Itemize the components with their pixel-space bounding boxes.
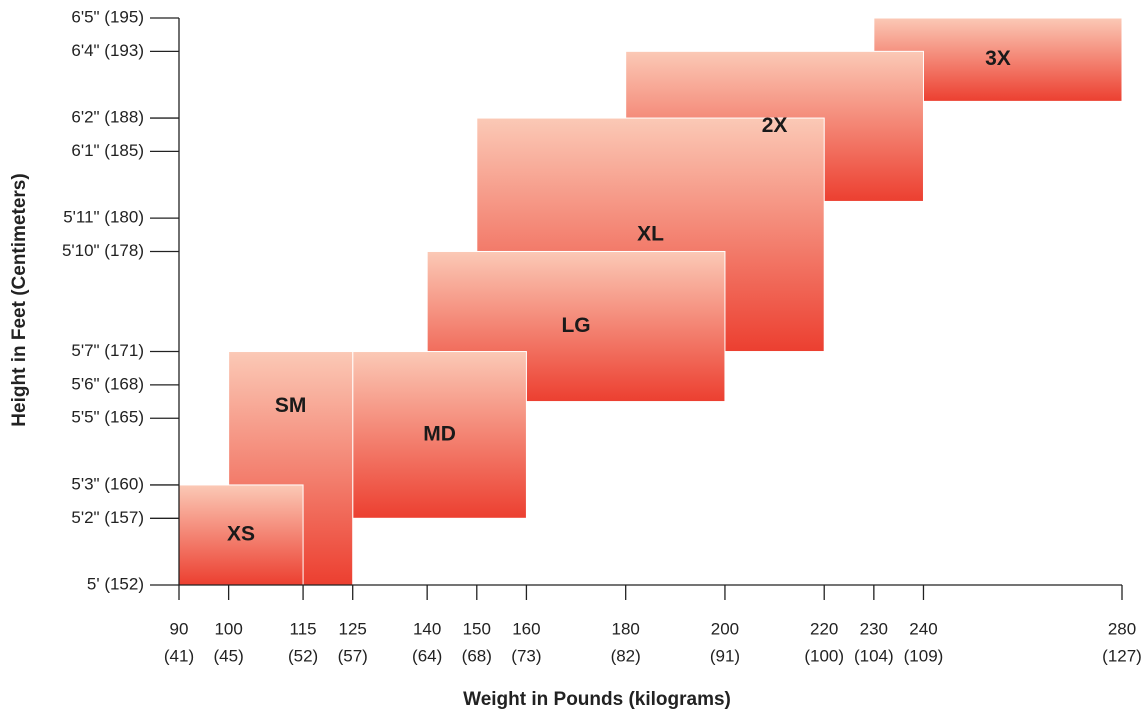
x-tick-kg-label: (104): [854, 646, 894, 665]
x-tick-kg-label: (100): [804, 646, 844, 665]
x-tick-label: 180: [611, 619, 639, 638]
x-tick-kg-label: (91): [710, 646, 740, 665]
size-label: XS: [227, 523, 255, 546]
y-axis-title: Height in Feet (Centimeters): [9, 173, 30, 426]
y-tick-label: 5'6" (168): [71, 374, 144, 393]
size-label: XL: [637, 222, 664, 245]
x-tick-label: 200: [711, 619, 739, 638]
size-label: 2X: [762, 114, 788, 137]
x-tick-label: 230: [860, 619, 888, 638]
y-tick-label: 5'11" (180): [63, 208, 144, 227]
size-label: SM: [275, 394, 307, 417]
x-tick-kg-label: (57): [338, 646, 368, 665]
y-tick-label: 6'1" (185): [71, 141, 144, 160]
x-tick-label: 150: [463, 619, 491, 638]
x-tick-label: 140: [413, 619, 441, 638]
size-label: MD: [423, 422, 456, 445]
x-tick-kg-label: (41): [164, 646, 194, 665]
y-tick-label: 5' (152): [87, 574, 144, 593]
x-tick-kg-label: (109): [904, 646, 944, 665]
x-tick-kg-label: (73): [511, 646, 541, 665]
x-tick-kg-label: (64): [412, 646, 442, 665]
x-tick-label: 220: [810, 619, 838, 638]
x-tick-kg-label: (45): [214, 646, 244, 665]
size-label: LG: [561, 314, 590, 337]
x-axis-title: Weight in Pounds (kilograms): [463, 689, 731, 710]
y-tick-label: 5'10" (178): [62, 241, 144, 260]
x-tick-kg-label: (127): [1102, 646, 1142, 665]
y-tick-label: 5'2" (157): [71, 508, 144, 527]
x-tick-label: 240: [909, 619, 937, 638]
y-tick-label: 6'2" (188): [71, 108, 144, 127]
x-tick-kg-label: (52): [288, 646, 318, 665]
x-tick-label: 280: [1108, 619, 1136, 638]
x-tick-label: 90: [170, 619, 189, 638]
y-tick-label: 5'3" (160): [71, 474, 144, 493]
x-tick-kg-label: (82): [611, 646, 641, 665]
y-tick-label: 6'4" (193): [71, 41, 144, 60]
y-tick-label: 5'5" (165): [71, 408, 144, 427]
y-tick-label: 5'7" (171): [71, 341, 144, 360]
x-tick-kg-label: (68): [462, 646, 492, 665]
size-label: 3X: [985, 47, 1011, 70]
size-block: [352, 351, 527, 519]
x-tick-label: 115: [290, 619, 317, 638]
x-tick-label: 100: [214, 619, 242, 638]
x-tick-label: 125: [339, 619, 367, 638]
x-tick-label: 160: [512, 619, 540, 638]
y-tick-label: 6'5" (195): [71, 7, 144, 26]
